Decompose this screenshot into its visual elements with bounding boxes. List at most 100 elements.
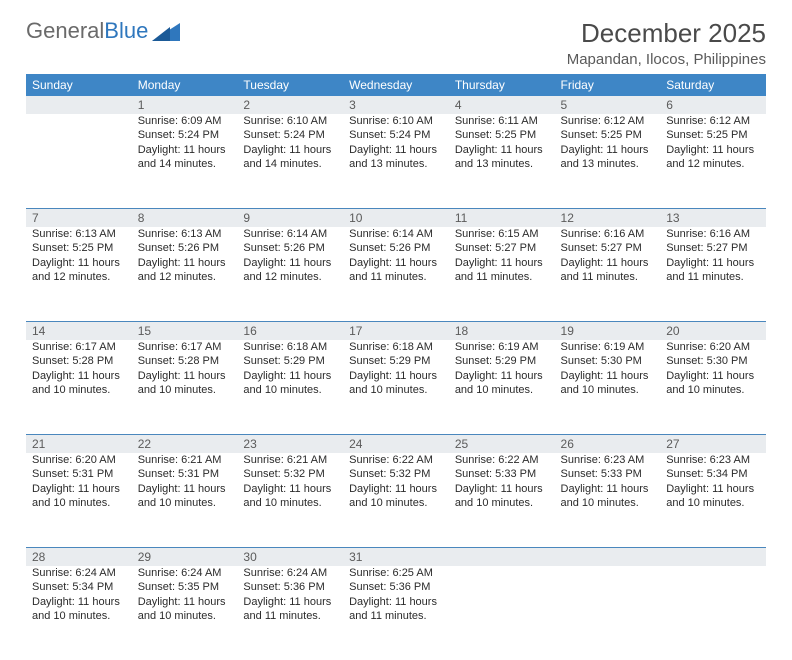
month-title: December 2025	[567, 18, 766, 49]
day-cell: Sunrise: 6:18 AMSunset: 5:29 PMDaylight:…	[343, 340, 449, 435]
sunset-text: Sunset: 5:24 PM	[349, 128, 443, 142]
day-cell: Sunrise: 6:10 AMSunset: 5:24 PMDaylight:…	[343, 114, 449, 209]
weekday-header-row: Sunday Monday Tuesday Wednesday Thursday…	[26, 74, 766, 96]
day-cell: Sunrise: 6:20 AMSunset: 5:30 PMDaylight:…	[660, 340, 766, 435]
sunset-text: Sunset: 5:26 PM	[243, 241, 337, 255]
title-block: December 2025 Mapandan, Ilocos, Philippi…	[567, 18, 766, 68]
day-cell: Sunrise: 6:23 AMSunset: 5:34 PMDaylight:…	[660, 453, 766, 548]
sunrise-text: Sunrise: 6:23 AM	[561, 453, 655, 467]
day-number: 7	[26, 209, 132, 228]
sunset-text: Sunset: 5:29 PM	[349, 354, 443, 368]
daylight-text: Daylight: 11 hours and 10 minutes.	[243, 482, 337, 511]
sunrise-text: Sunrise: 6:18 AM	[349, 340, 443, 354]
brand-name-a: General	[26, 18, 104, 43]
sunrise-text: Sunrise: 6:21 AM	[243, 453, 337, 467]
day-cell: Sunrise: 6:19 AMSunset: 5:29 PMDaylight:…	[449, 340, 555, 435]
daylight-text: Daylight: 11 hours and 10 minutes.	[138, 595, 232, 624]
sunrise-text: Sunrise: 6:18 AM	[243, 340, 337, 354]
day-cell: Sunrise: 6:12 AMSunset: 5:25 PMDaylight:…	[555, 114, 661, 209]
weekday-header: Sunday	[26, 74, 132, 96]
sunrise-text: Sunrise: 6:10 AM	[243, 114, 337, 128]
daynum-row: 14151617181920	[26, 322, 766, 341]
sunset-text: Sunset: 5:34 PM	[32, 580, 126, 594]
sunrise-text: Sunrise: 6:09 AM	[138, 114, 232, 128]
day-number: 25	[449, 435, 555, 454]
day-number: 9	[237, 209, 343, 228]
day-cell: Sunrise: 6:23 AMSunset: 5:33 PMDaylight:…	[555, 453, 661, 548]
day-number: 31	[343, 548, 449, 567]
week-row: Sunrise: 6:13 AMSunset: 5:25 PMDaylight:…	[26, 227, 766, 322]
day-number	[555, 548, 661, 567]
day-number: 21	[26, 435, 132, 454]
daylight-text: Daylight: 11 hours and 11 minutes.	[349, 595, 443, 624]
day-number: 3	[343, 96, 449, 114]
day-cell: Sunrise: 6:16 AMSunset: 5:27 PMDaylight:…	[660, 227, 766, 322]
day-cell: Sunrise: 6:16 AMSunset: 5:27 PMDaylight:…	[555, 227, 661, 322]
day-cell: Sunrise: 6:24 AMSunset: 5:35 PMDaylight:…	[132, 566, 238, 660]
day-cell: Sunrise: 6:25 AMSunset: 5:36 PMDaylight:…	[343, 566, 449, 660]
daylight-text: Daylight: 11 hours and 11 minutes.	[561, 256, 655, 285]
day-number: 15	[132, 322, 238, 341]
sunset-text: Sunset: 5:31 PM	[138, 467, 232, 481]
sunset-text: Sunset: 5:32 PM	[349, 467, 443, 481]
sunrise-text: Sunrise: 6:16 AM	[561, 227, 655, 241]
daylight-text: Daylight: 11 hours and 11 minutes.	[666, 256, 760, 285]
weekday-header: Saturday	[660, 74, 766, 96]
day-number: 2	[237, 96, 343, 114]
day-number: 19	[555, 322, 661, 341]
calendar-table: Sunday Monday Tuesday Wednesday Thursday…	[26, 74, 766, 660]
daylight-text: Daylight: 11 hours and 10 minutes.	[666, 369, 760, 398]
week-row: Sunrise: 6:24 AMSunset: 5:34 PM Daylight:…	[26, 566, 766, 660]
day-number: 14	[26, 322, 132, 341]
sunset-text: Sunset: 5:29 PM	[455, 354, 549, 368]
day-cell: Sunrise: 6:22 AMSunset: 5:32 PMDaylight:…	[343, 453, 449, 548]
daylight-text: Daylight: 11 hours and 12 minutes.	[138, 256, 232, 285]
daynum-row: 28293031	[26, 548, 766, 567]
daylight-text: Daylight: 11 hours and 11 minutes.	[243, 595, 337, 624]
day-number: 13	[660, 209, 766, 228]
daylight-text: Daylight: 11 hours and 10 minutes.	[455, 369, 549, 398]
day-cell: Sunrise: 6:13 AMSunset: 5:25 PMDaylight:…	[26, 227, 132, 322]
sunrise-text: Sunrise: 6:19 AM	[455, 340, 549, 354]
week-row: Sunrise: 6:17 AMSunset: 5:28 PMDaylight:…	[26, 340, 766, 435]
sunrise-text: Sunrise: 6:13 AM	[32, 227, 126, 241]
weekday-header: Thursday	[449, 74, 555, 96]
sunset-text: Sunset: 5:25 PM	[32, 241, 126, 255]
daylight-text: Daylight: 11 hours and 10 minutes.	[455, 482, 549, 511]
sunrise-text: Sunrise: 6:24 AM	[32, 566, 126, 580]
sunset-text: Sunset: 5:32 PM	[243, 467, 337, 481]
day-cell: Sunrise: 6:17 AMSunset: 5:28 PMDaylight:…	[26, 340, 132, 435]
sunset-text: Sunset: 5:27 PM	[561, 241, 655, 255]
day-number: 1	[132, 96, 238, 114]
weekday-header: Tuesday	[237, 74, 343, 96]
day-cell: Sunrise: 6:24 AMSunset: 5:36 PMDaylight:…	[237, 566, 343, 660]
header: GeneralBlue December 2025 Mapandan, Iloc…	[26, 18, 766, 68]
day-cell: Sunrise: 6:17 AMSunset: 5:28 PMDaylight:…	[132, 340, 238, 435]
sunset-text: Sunset: 5:25 PM	[561, 128, 655, 142]
sunrise-text: Sunrise: 6:15 AM	[455, 227, 549, 241]
day-cell: Sunrise: 6:14 AMSunset: 5:26 PMDaylight:…	[343, 227, 449, 322]
day-number	[660, 548, 766, 567]
day-cell: Sunrise: 6:21 AMSunset: 5:31 PMDaylight:…	[132, 453, 238, 548]
day-cell: Sunrise: 6:09 AMSunset: 5:24 PMDaylight:…	[132, 114, 238, 209]
day-cell: Sunrise: 6:22 AMSunset: 5:33 PMDaylight:…	[449, 453, 555, 548]
day-number: 11	[449, 209, 555, 228]
day-number: 10	[343, 209, 449, 228]
day-number: 30	[237, 548, 343, 567]
day-number: 16	[237, 322, 343, 341]
daylight-text: Daylight: 11 hours and 13 minutes.	[561, 143, 655, 172]
sunset-text: Sunset: 5:30 PM	[666, 354, 760, 368]
daylight-text: Daylight: 11 hours and 14 minutes.	[138, 143, 232, 172]
sunset-text: Sunset: 5:31 PM	[32, 467, 126, 481]
sunset-text: Sunset: 5:36 PM	[349, 580, 443, 594]
sunrise-text: Sunrise: 6:14 AM	[243, 227, 337, 241]
calendar-body: 123456Sunrise: 6:09 AMSunset: 5:24 PMDay…	[26, 96, 766, 660]
weekday-header: Monday	[132, 74, 238, 96]
week-row: Sunrise: 6:09 AM Sunset: 5:24 PM Daylight:…	[26, 114, 766, 209]
day-number: 20	[660, 322, 766, 341]
daylight-text: Daylight: 11 hours and 11 minutes.	[349, 256, 443, 285]
weekday-header: Friday	[555, 74, 661, 96]
daylight-text: Daylight: 11 hours and 10 minutes.	[243, 369, 337, 398]
day-number	[449, 548, 555, 567]
sunrise-text: Sunrise: 6:13 AM	[138, 227, 232, 241]
